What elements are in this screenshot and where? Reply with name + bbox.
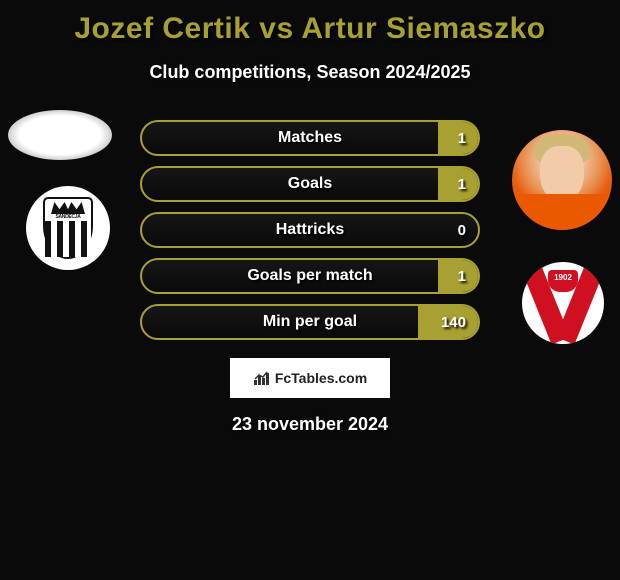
stat-row: Min per goal140 — [140, 304, 480, 340]
brand-text: FcTables.com — [275, 370, 367, 386]
crest-right-year: 1902 — [554, 273, 572, 282]
subtitle: Club competitions, Season 2024/2025 — [0, 62, 620, 83]
player-left-club-crest: SANDECJA — [26, 186, 126, 272]
stat-right-value: 1 — [458, 130, 466, 147]
infographic-root: Jozef Certik vs Artur Siemaszko Club com… — [0, 0, 620, 580]
stat-right-value: 1 — [458, 176, 466, 193]
stat-label: Matches — [142, 129, 478, 147]
player-right-club-crest: 1902 — [522, 262, 612, 348]
stat-right-value: 1 — [458, 268, 466, 285]
stat-label: Min per goal — [142, 313, 478, 331]
crest-left-text: SANDECJA — [55, 214, 80, 220]
player-right-photo — [512, 130, 612, 230]
stat-row: Hattricks0 — [140, 212, 480, 248]
sandecja-crest-icon: SANDECJA — [26, 186, 110, 270]
stat-row: Goals per match1 — [140, 258, 480, 294]
vicenza-crest-icon: 1902 — [522, 262, 604, 344]
left-player-column: SANDECJA — [8, 110, 112, 272]
date-text: 23 november 2024 — [0, 414, 620, 435]
stat-label: Goals per match — [142, 267, 478, 285]
stat-row: Matches1 — [140, 120, 480, 156]
stat-right-value: 140 — [441, 314, 466, 331]
brand-watermark: FcTables.com — [230, 358, 390, 398]
brand-chart-icon — [253, 370, 271, 386]
stat-right-value: 0 — [458, 222, 466, 239]
comparison-stats: Matches1Goals1Hattricks0Goals per match1… — [140, 120, 480, 350]
player-left-photo-placeholder — [8, 110, 112, 160]
page-title: Jozef Certik vs Artur Siemaszko — [0, 0, 620, 46]
stat-label: Hattricks — [142, 221, 478, 239]
stat-row: Goals1 — [140, 166, 480, 202]
right-player-column: 1902 — [512, 130, 612, 348]
stat-label: Goals — [142, 175, 478, 193]
